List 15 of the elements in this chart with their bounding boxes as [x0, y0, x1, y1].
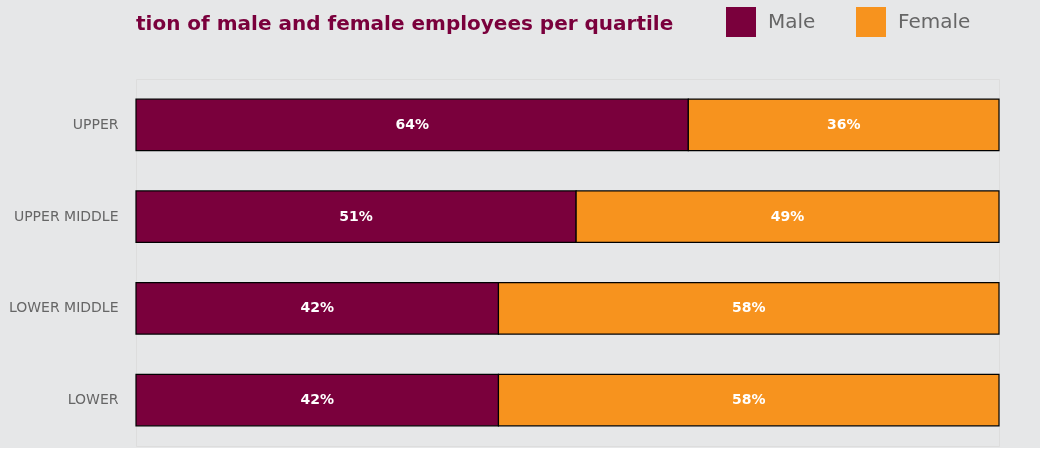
data-label: 58%: [731, 391, 766, 408]
data-label: 42%: [300, 391, 334, 408]
data-label: 49%: [770, 207, 805, 224]
y-tick-label: LOWER: [67, 391, 119, 408]
data-label: 64%: [395, 115, 429, 132]
data-label: 51%: [339, 207, 373, 224]
data-label: 36%: [826, 115, 861, 132]
y-tick-label: UPPER MIDDLE: [13, 207, 119, 224]
chart-title: tion of male and female employees per quartile: [136, 11, 674, 35]
legend-label: Male: [768, 9, 816, 33]
y-tick-label: LOWER MIDDLE: [8, 299, 119, 316]
legend-label: Female: [898, 9, 971, 33]
data-label: 58%: [731, 299, 766, 316]
y-tick-label: UPPER: [72, 115, 119, 132]
data-label: 42%: [300, 299, 334, 316]
